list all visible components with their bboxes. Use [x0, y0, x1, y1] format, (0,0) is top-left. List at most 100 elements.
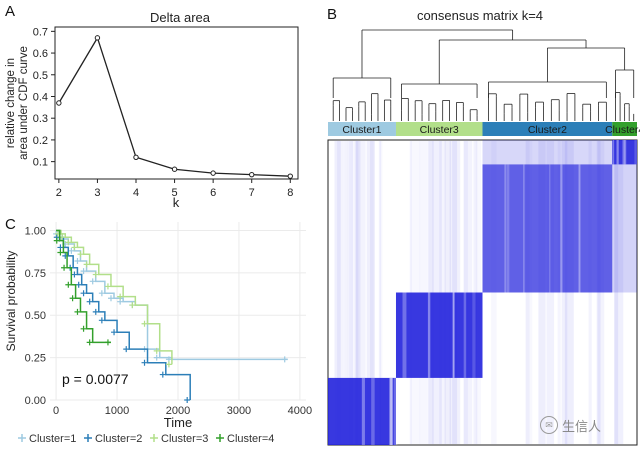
delta-area-point [171, 166, 178, 172]
cluster-bar-segment [612, 122, 637, 136]
delta-area-title: Delta area [150, 10, 211, 25]
survival-ytick-label: 0.75 [25, 268, 46, 280]
heatmap-noise-stripe [614, 141, 624, 444]
delta-area-line [58, 36, 291, 177]
heatmap-cluster-block [328, 377, 396, 445]
delta-area-point [249, 171, 255, 178]
delta-area-xtick-label: 8 [287, 187, 293, 199]
survival-censor-mark [74, 257, 81, 264]
survival-censor-mark [141, 359, 148, 366]
heatmap-block-stripe [634, 140, 638, 165]
p-value-annotation: p = 0.0077 [62, 371, 129, 387]
survival-censor-mark [104, 283, 111, 290]
survival-curve [56, 229, 288, 361]
survival-censor-mark [117, 293, 124, 300]
heatmap-noise-stripe [355, 141, 359, 444]
delta-area-point [133, 154, 139, 160]
survival-censor-mark [86, 339, 93, 346]
legend-label: Cluster=2 [95, 433, 142, 445]
survival-censor-mark [75, 281, 82, 288]
survival-ylabel: Survival probability [4, 251, 18, 352]
survival-censor-mark [89, 278, 96, 285]
delta-area-xtick-label: 5 [172, 187, 178, 199]
survival-legend: Cluster=1 Cluster=2 Cluster=3 Cluster=4 [18, 433, 274, 445]
survival-xtick-label: 2000 [166, 405, 190, 417]
cluster-bar-segment [482, 122, 613, 136]
consensus-matrix-title: consensus matrix k=4 [417, 8, 543, 23]
delta-area-plot-frame [54, 26, 299, 180]
heatmap-block-stripe [623, 140, 627, 165]
delta-area-ytick-label: 0.5 [33, 70, 48, 82]
cluster-bar-segment [395, 122, 483, 136]
heatmap-block-stripe [390, 377, 393, 445]
survival-censor-mark [71, 244, 78, 251]
heatmap-block-stripe [389, 377, 393, 445]
heatmap-block-stripe [612, 140, 615, 165]
heatmap-block-stripe [452, 292, 455, 378]
heatmap-cluster-block [395, 292, 483, 378]
heatmap-block-stripe [622, 140, 625, 165]
consensus-matrix-panel: consensus matrix k=4 Cluster1 Cluster3 Clu… [327, 8, 640, 446]
heatmap-block-stripe [452, 292, 455, 378]
delta-area-point [94, 35, 101, 41]
heatmap-block-stripe [504, 164, 506, 293]
survival-curve [56, 229, 111, 344]
heatmap-block-stripe [578, 164, 581, 293]
legend-label: Cluster=1 [29, 433, 76, 445]
survival-censor-mark [281, 356, 288, 363]
delta-area-ylabel: relative change inarea under CDF curve [5, 46, 30, 160]
cluster-bar-segment [328, 122, 396, 136]
delta-area-ytick-label: 0.2 [33, 135, 48, 147]
heatmap-noise-stripe [349, 141, 353, 444]
delta-area-ytick-label: 0.6 [33, 48, 48, 60]
dendrogram [332, 29, 635, 121]
panel-a-letter: A [5, 3, 16, 20]
survival-curve [56, 229, 173, 365]
survival-censor-mark [65, 239, 72, 246]
cluster-bar-label: Cluster3 [420, 124, 459, 136]
survival-censor-mark [153, 347, 160, 354]
heatmap-block-stripe [616, 140, 619, 165]
survival-censor-mark [83, 261, 90, 268]
survival-ytick-label: 0.00 [25, 395, 46, 407]
survival-censor-mark [69, 295, 76, 302]
heatmap-block-stripe [506, 164, 510, 293]
survival-censor-mark [68, 247, 75, 254]
delta-area-xtick-label: 2 [56, 187, 62, 199]
survival-censor-mark [77, 251, 84, 258]
legend-key [216, 434, 224, 442]
heatmap-block-stripe [616, 140, 619, 165]
delta-area-xlabel: k [173, 195, 180, 210]
survival-xtick-label: 1000 [105, 405, 129, 417]
survival-censor-mark [80, 290, 87, 297]
survival-censor-mark [159, 371, 166, 378]
survival-censor-mark [80, 268, 87, 275]
survival-censor-mark [165, 361, 172, 368]
survival-curve [56, 229, 191, 400]
survival-censor-mark [92, 271, 99, 278]
heatmap-noise-stripe [344, 141, 349, 444]
survival-censor-mark [53, 237, 60, 244]
heatmap-block-stripe [549, 164, 551, 293]
survival-censor-mark [65, 281, 72, 288]
heatmap-offdiag-block [482, 140, 613, 165]
survival-censor-mark [141, 320, 148, 327]
heatmap-block-stripe [560, 164, 563, 293]
heatmap-block-stripe [472, 292, 476, 378]
survival-censor-mark [57, 249, 64, 256]
heatmap-block-stripe [427, 292, 431, 378]
heatmap-cluster-block [482, 164, 613, 293]
heatmap-block-stripe [393, 377, 398, 445]
cluster-bar-label: Cluster2 [528, 124, 567, 136]
survival-censor-mark [153, 354, 160, 361]
watermark: ✉ 生信人 [540, 414, 632, 436]
survival-censor-mark [98, 317, 105, 324]
delta-area-xtick-label: 6 [210, 187, 216, 199]
legend-key [18, 434, 26, 442]
survival-censor-mark [108, 295, 114, 302]
survival-censor-mark [123, 346, 130, 353]
delta-area-point [287, 173, 293, 179]
heatmap-block-stripe [389, 377, 393, 445]
heatmap-noise-stripe [334, 141, 341, 444]
heatmap-block-stripe [371, 377, 375, 445]
